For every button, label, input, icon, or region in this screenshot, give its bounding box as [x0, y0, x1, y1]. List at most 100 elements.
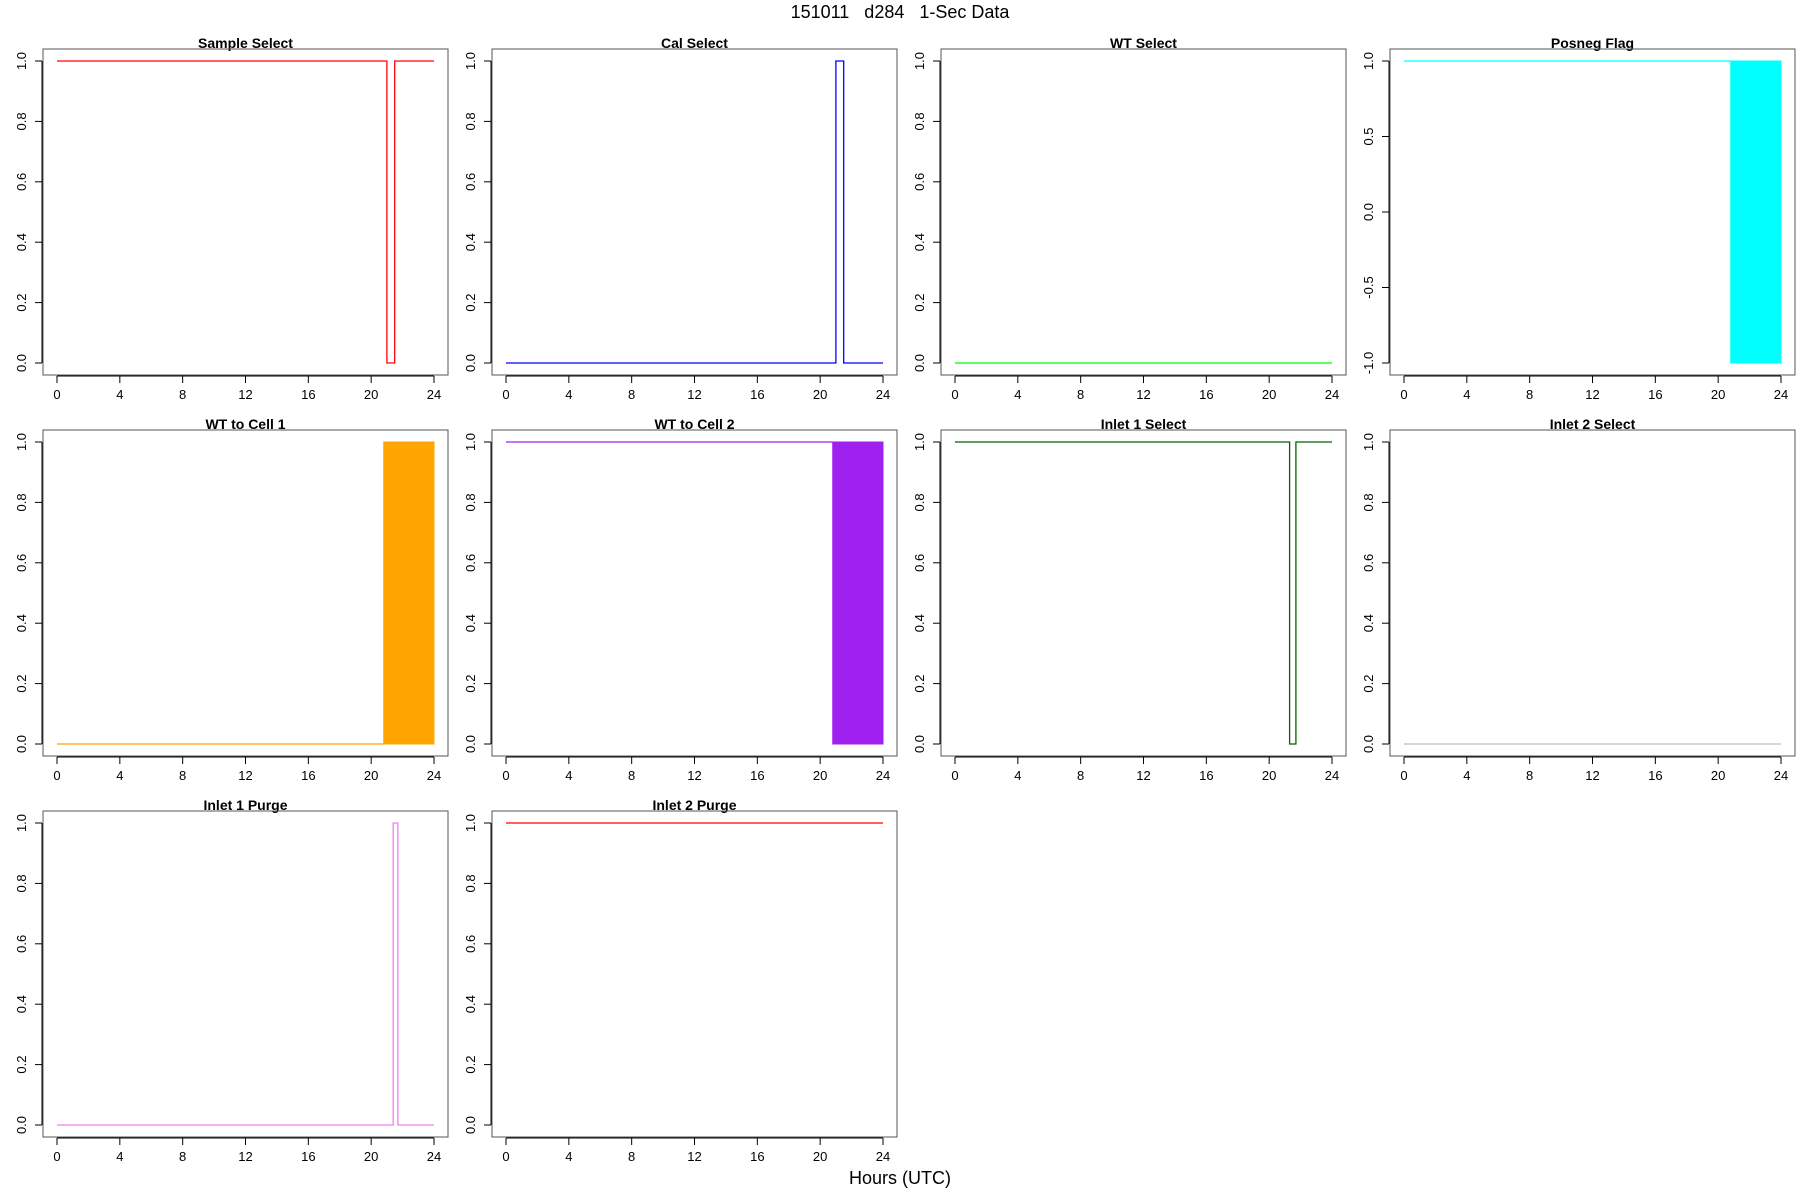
- x-tick-label: 0: [53, 1149, 60, 1164]
- plot-frame: [940, 429, 1347, 757]
- chart-title: WT to Cell 1: [205, 416, 285, 432]
- y-tick-label: 0.4: [463, 233, 478, 251]
- y-tick-label: 0.8: [14, 112, 29, 130]
- x-tick-label: 8: [179, 387, 186, 402]
- y-tick-label: 0.8: [463, 112, 478, 130]
- plot-frame: [491, 429, 898, 757]
- y-tick-label: 0.4: [1361, 614, 1376, 632]
- x-tick-label: 4: [1014, 387, 1021, 402]
- y-tick-label: 0.6: [14, 935, 29, 953]
- y-tick-label: 0.6: [463, 935, 478, 953]
- x-tick-label: 4: [116, 1149, 123, 1164]
- plot-frame: [42, 429, 449, 757]
- x-tick-label: 24: [1325, 768, 1339, 783]
- x-tick-label: 16: [301, 768, 315, 783]
- y-tick-label: 0.6: [1361, 554, 1376, 572]
- x-tick-label: 24: [427, 387, 441, 402]
- plot-frame: [940, 48, 1347, 376]
- x-tick-label: 20: [1711, 387, 1725, 402]
- x-tick-label: 20: [1262, 387, 1276, 402]
- y-tick-label: 0.4: [14, 233, 29, 251]
- x-tick-label: 4: [1014, 768, 1021, 783]
- x-tick-label: 16: [750, 1149, 764, 1164]
- chart-title: Inlet 2 Select: [1550, 416, 1636, 432]
- y-tick-label: -0.5: [1361, 276, 1376, 298]
- y-tick-label: 0.6: [912, 173, 927, 191]
- chart-title: Inlet 2 Purge: [652, 797, 736, 813]
- x-tick-label: 24: [1325, 387, 1339, 402]
- data-band: [832, 441, 884, 745]
- x-tick-label: 8: [628, 387, 635, 402]
- x-tick-label: 0: [502, 768, 509, 783]
- y-tick-label: 0.0: [14, 1116, 29, 1134]
- data-line: [506, 60, 883, 364]
- y-tick-label: 0.0: [463, 354, 478, 372]
- figure-title: 151011 d284 1-Sec Data: [790, 2, 1010, 22]
- y-tick-label: 1.0: [14, 433, 29, 451]
- y-tick-label: 1.0: [912, 433, 927, 451]
- x-tick-label: 8: [179, 768, 186, 783]
- x-tick-label: 24: [1774, 768, 1788, 783]
- x-tick-label: 8: [179, 1149, 186, 1164]
- y-tick-label: 0.2: [912, 294, 927, 312]
- chart-panel: Sample Select 0 4 8 12 16 20 24 0.0 0.2 0.4 0.6 0.8 1…: [14, 35, 449, 402]
- y-tick-label: 0.0: [463, 735, 478, 753]
- data-line: [57, 822, 434, 1126]
- x-tick-label: 12: [687, 768, 701, 783]
- x-tick-label: 0: [53, 768, 60, 783]
- data-band: [1730, 60, 1782, 364]
- x-tick-label: 16: [1199, 768, 1213, 783]
- y-tick-label: 0.4: [14, 995, 29, 1013]
- data-line: [57, 60, 434, 364]
- chart-title: WT Select: [1110, 35, 1177, 51]
- y-tick-label: 1.0: [14, 814, 29, 832]
- x-tick-label: 16: [750, 387, 764, 402]
- y-tick-label: 0.4: [463, 995, 478, 1013]
- x-tick-label: 8: [1077, 768, 1084, 783]
- y-tick-label: 0.6: [463, 554, 478, 572]
- y-tick-label: 0.2: [912, 675, 927, 693]
- x-tick-label: 24: [427, 1149, 441, 1164]
- y-tick-label: 0.5: [1361, 127, 1376, 145]
- y-tick-label: 0.0: [14, 735, 29, 753]
- chart-title: Inlet 1 Purge: [203, 797, 287, 813]
- chart-panel: Inlet 2 Purge 0 4 8 12 16 20 24 0.0 0.2 0.4 0.6 0.8 1…: [463, 797, 898, 1164]
- y-tick-label: 0.8: [912, 493, 927, 511]
- y-tick-label: 1.0: [463, 814, 478, 832]
- y-tick-label: 1.0: [463, 433, 478, 451]
- chart-panel: WT Select 0 4 8 12 16 20 24 0.0 0.2 0.4 0.6 0.8 1.0: [912, 35, 1347, 402]
- x-tick-label: 0: [1400, 387, 1407, 402]
- plot-frame: [42, 48, 449, 376]
- x-tick-label: 16: [1648, 768, 1662, 783]
- y-tick-label: 1.0: [1361, 433, 1376, 451]
- y-tick-label: 0.8: [1361, 493, 1376, 511]
- y-tick-label: 0.8: [463, 874, 478, 892]
- chart-panel: WT to Cell 1 0 4 8 12 16 20 24 0.0 0.2 0.4 0.6 0.8 1.…: [14, 416, 449, 783]
- chart-panel: Inlet 2 Select 0 4 8 12 16 20 24 0.0 0.2 0.4 0.6 0.8…: [1361, 416, 1796, 783]
- x-tick-label: 12: [238, 1149, 252, 1164]
- y-tick-label: 0.2: [463, 1056, 478, 1074]
- y-tick-label: 0.4: [912, 614, 927, 632]
- x-tick-label: 20: [1262, 768, 1276, 783]
- y-tick-label: 0.8: [14, 874, 29, 892]
- x-tick-label: 8: [1077, 387, 1084, 402]
- data-line: [955, 441, 1332, 745]
- x-tick-label: 24: [427, 768, 441, 783]
- x-tick-label: 0: [502, 1149, 509, 1164]
- plot-frame: [491, 810, 898, 1138]
- x-tick-label: 20: [813, 768, 827, 783]
- x-tick-label: 16: [1648, 387, 1662, 402]
- chart-title: Inlet 1 Select: [1101, 416, 1187, 432]
- y-tick-label: 0.6: [912, 554, 927, 572]
- x-tick-label: 8: [628, 768, 635, 783]
- x-tick-label: 24: [1774, 387, 1788, 402]
- x-tick-label: 8: [628, 1149, 635, 1164]
- y-tick-label: 0.8: [14, 493, 29, 511]
- x-tick-label: 0: [502, 387, 509, 402]
- x-tick-label: 4: [1463, 768, 1470, 783]
- x-tick-label: 4: [116, 768, 123, 783]
- y-tick-label: 0.2: [14, 675, 29, 693]
- y-tick-label: 0.4: [912, 233, 927, 251]
- x-tick-label: 4: [565, 1149, 572, 1164]
- plot-frame: [1389, 48, 1796, 376]
